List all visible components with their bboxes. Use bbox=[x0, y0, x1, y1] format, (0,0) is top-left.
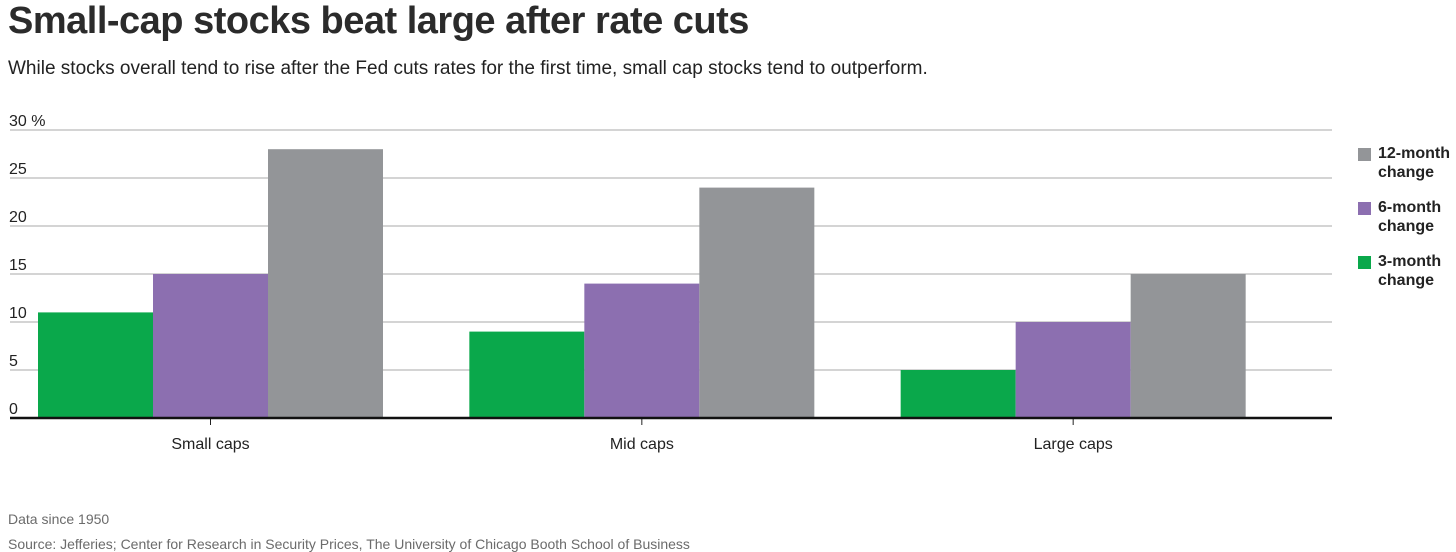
bar bbox=[699, 187, 815, 418]
legend-swatch-3-month bbox=[1358, 256, 1371, 269]
y-tick-label: 0 bbox=[9, 401, 18, 418]
chart-subtitle: While stocks overall tend to rise after … bbox=[8, 58, 928, 79]
y-tick-label: 25 bbox=[9, 161, 27, 178]
bar bbox=[38, 312, 153, 418]
x-tick-label: Mid caps bbox=[610, 436, 674, 453]
y-tick-label: 10 bbox=[9, 305, 27, 322]
legend-item-3-month: 3-month change bbox=[1358, 252, 1456, 290]
bar bbox=[153, 274, 268, 418]
y-tick-label: 20 bbox=[9, 209, 27, 226]
legend-swatch-6-month bbox=[1358, 202, 1371, 215]
legend-item-6-month: 6-month change bbox=[1358, 198, 1456, 236]
bar-chart: 0 5 10 15 20 25 30 % Small caps Mid caps Large ca… bbox=[9, 113, 1332, 453]
bar bbox=[584, 283, 700, 418]
y-tick-label: 5 bbox=[9, 353, 18, 370]
bar bbox=[1130, 274, 1246, 418]
bar bbox=[469, 331, 585, 418]
chart-title: Small-cap stocks beat large after rate c… bbox=[8, 0, 749, 42]
y-tick-label: 30 % bbox=[9, 113, 45, 130]
legend-item-12-month: 12-month change bbox=[1358, 144, 1456, 182]
y-tick-label: 15 bbox=[9, 257, 27, 274]
x-tick-label: Small caps bbox=[171, 436, 249, 453]
legend-swatch-12-month bbox=[1358, 148, 1371, 161]
legend-label-12-month: 12-month change bbox=[1378, 145, 1450, 181]
legend-label-6-month: 6-month change bbox=[1378, 199, 1442, 235]
legend-label-3-month: 3-month change bbox=[1378, 253, 1442, 289]
bar bbox=[268, 149, 383, 418]
bar bbox=[1015, 322, 1131, 418]
footnote: Data since 1950 bbox=[8, 511, 110, 527]
source-note: Source: Jefferies; Center for Research i… bbox=[8, 536, 690, 552]
bar bbox=[900, 370, 1016, 418]
x-tick-label: Large caps bbox=[1034, 436, 1113, 453]
legend: 12-month change 6-month change 3-month c… bbox=[1358, 144, 1456, 306]
